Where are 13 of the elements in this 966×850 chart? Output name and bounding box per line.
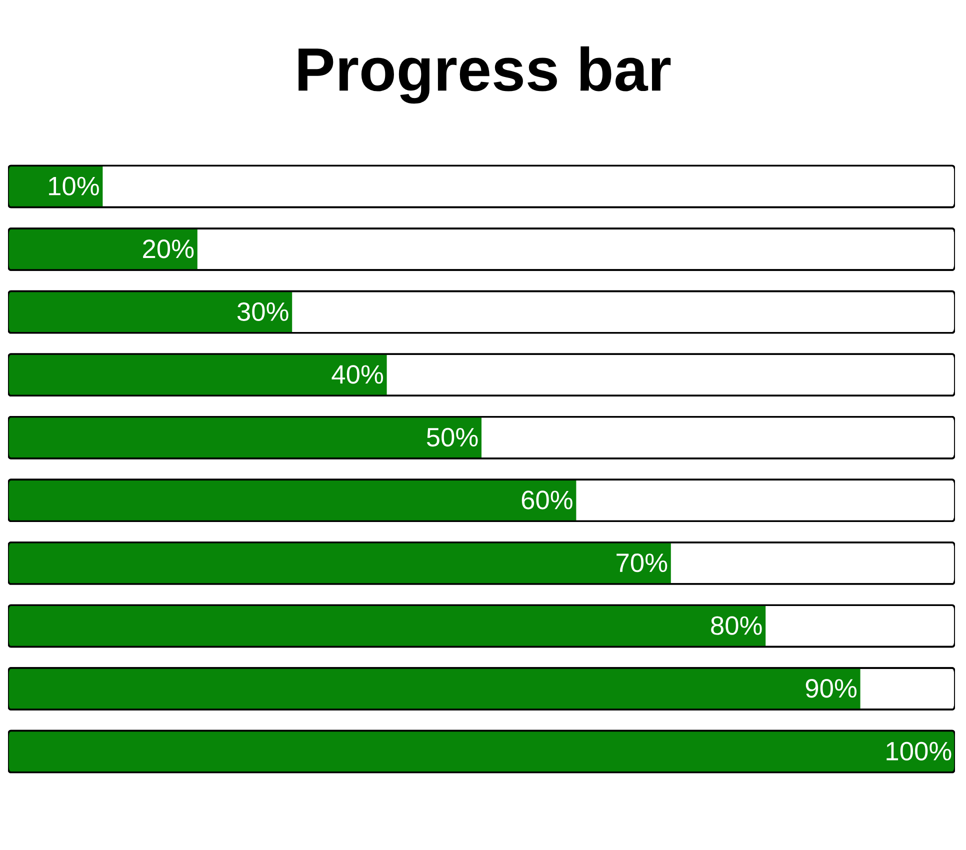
data-label: 40% bbox=[332, 365, 384, 384]
bar bbox=[8, 291, 292, 333]
data-label: 20% bbox=[143, 240, 194, 258]
data-label: 80% bbox=[711, 616, 762, 635]
data-label: 70% bbox=[616, 553, 668, 572]
data-label: 50% bbox=[426, 428, 478, 447]
data-label: 60% bbox=[522, 490, 572, 510]
data-label: 100% bbox=[886, 742, 952, 760]
data-label: 10% bbox=[49, 176, 99, 196]
bar bbox=[8, 228, 198, 270]
data-label: 30% bbox=[237, 302, 288, 322]
data-label: 90% bbox=[806, 679, 857, 698]
chart-title: Progress bar bbox=[298, 46, 671, 104]
